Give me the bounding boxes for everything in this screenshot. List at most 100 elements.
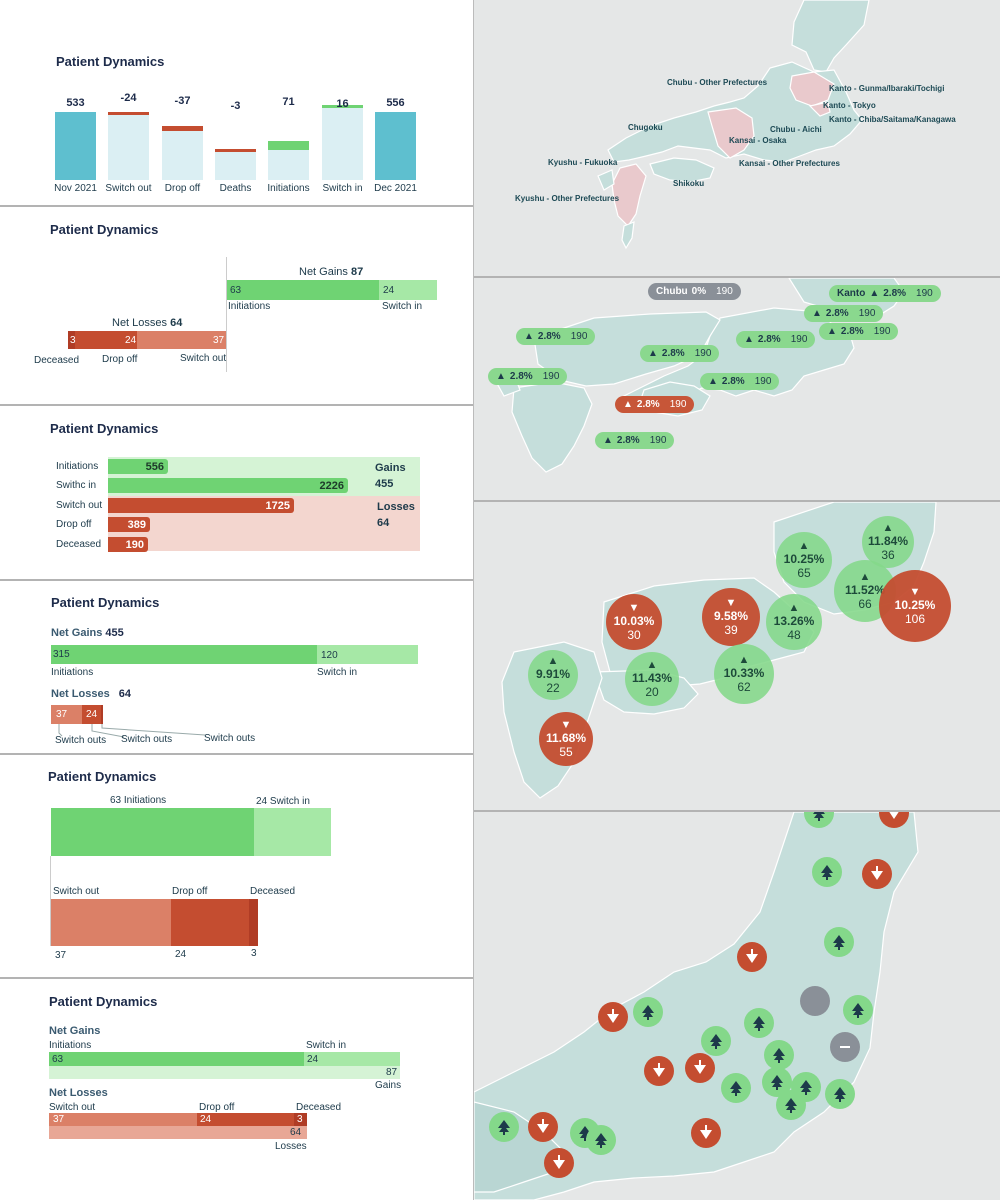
region-bubble: ▲ 11.43% 20 bbox=[625, 652, 679, 706]
data-label: -3 bbox=[230, 100, 241, 112]
data-label: 71 bbox=[282, 96, 295, 108]
pill-percent: 2.8% bbox=[840, 326, 864, 337]
region-label: Kyushu - Other Prefectures bbox=[515, 194, 620, 203]
gains-group-label: Gains bbox=[375, 462, 406, 474]
minus-icon bbox=[806, 992, 824, 1010]
bar-deaths bbox=[215, 148, 256, 152]
value-label: 556 bbox=[145, 461, 164, 473]
region-pill: ▲ 2.8% 190 bbox=[615, 396, 695, 413]
label-drop-off: Drop off bbox=[172, 886, 208, 897]
up-arrow-icon: ▲ bbox=[738, 654, 750, 666]
label-gains-total: Gains bbox=[375, 1080, 402, 1091]
bar-switch-out bbox=[51, 899, 171, 946]
bubble-count: 48 bbox=[787, 628, 801, 642]
bar-switch-out bbox=[49, 1113, 197, 1126]
value-switch-out: 37 bbox=[55, 950, 67, 961]
up-arrow-icon: ▲ bbox=[646, 659, 658, 671]
category-label: Drop off bbox=[56, 519, 92, 530]
region-bubble: ▼ 11.68% 55 bbox=[539, 712, 593, 766]
bar-switch-in bbox=[254, 808, 331, 856]
horizontal-panel: Patient Dynamics Gains 455 Losses 64 Ini… bbox=[0, 406, 473, 581]
category-label: Deaths bbox=[219, 183, 252, 194]
panel-title: Patient Dynamics bbox=[50, 222, 159, 237]
category-label: Nov 2021 bbox=[54, 183, 97, 194]
tree-icon bbox=[753, 1016, 765, 1031]
value-drop-off: 24 bbox=[175, 949, 187, 960]
down-arrow-icon bbox=[746, 949, 758, 963]
neutral-marker bbox=[800, 986, 830, 1016]
up-arrow-icon: ▲ bbox=[869, 288, 880, 299]
down-arrow-icon bbox=[653, 1063, 665, 1077]
bar-deceased bbox=[249, 899, 258, 946]
bar-losses-total bbox=[49, 1126, 307, 1139]
label-deceased: Deceased bbox=[296, 1102, 342, 1113]
pill-percent: 2.8% bbox=[661, 348, 685, 359]
bar-drop-off bbox=[75, 331, 137, 349]
bar-switch-in-base bbox=[322, 107, 363, 180]
value-switch-out: 37 bbox=[213, 335, 225, 346]
label-switch-in: 24 Switch in bbox=[256, 796, 310, 807]
down-arrow-icon bbox=[607, 1009, 619, 1023]
label-switch-in: Switch in bbox=[317, 667, 358, 678]
gains-group-value: 455 bbox=[375, 478, 394, 490]
category-label: Initiations bbox=[56, 461, 99, 472]
pill-percent: 2.8% bbox=[636, 399, 660, 410]
label-drop-off: Drop off bbox=[102, 354, 138, 365]
down-arrow-marker bbox=[544, 1148, 574, 1178]
bar-switch-in bbox=[304, 1052, 400, 1066]
pill-percent: 2.8% bbox=[537, 331, 561, 342]
value-switch-in: 120 bbox=[321, 650, 338, 661]
region-label: Chugoku bbox=[628, 123, 663, 132]
value-label: 190 bbox=[125, 539, 144, 551]
bubble-count: 62 bbox=[737, 680, 751, 694]
pill-name: Chubu bbox=[656, 286, 688, 297]
region-bubble: ▲ 9.91% 22 bbox=[528, 650, 578, 700]
bubble-count: 22 bbox=[546, 681, 560, 695]
label-switch-outs-2: Switch outs bbox=[121, 734, 173, 745]
bar-initiations-base bbox=[268, 150, 309, 180]
tree-icon bbox=[800, 1080, 812, 1095]
bubble-percent: 10.25% bbox=[783, 552, 825, 566]
tree-marker bbox=[824, 927, 854, 957]
value-initiations: 63 bbox=[52, 1054, 64, 1065]
tree-marker bbox=[843, 995, 873, 1025]
stacked-panel: Patient Dynamics Net Gains 455 315 120 I… bbox=[0, 581, 473, 755]
bar-switch-in bbox=[379, 280, 437, 300]
up-arrow-icon: ▲ bbox=[496, 371, 506, 382]
bubble-percent: 10.25% bbox=[894, 598, 936, 612]
data-label: 533 bbox=[66, 97, 85, 109]
bubble-percent: 10.03% bbox=[613, 614, 655, 628]
up-arrow-icon: ▲ bbox=[623, 399, 633, 410]
pill-percent: 2.8% bbox=[883, 288, 907, 299]
tree-icon bbox=[730, 1081, 742, 1096]
tree-icon bbox=[771, 1075, 783, 1090]
region-label: Kanto - Chiba/Saitama/Kanagawa bbox=[829, 115, 956, 124]
value-drop-off: 24 bbox=[200, 1114, 212, 1125]
japan-map bbox=[597, 0, 870, 250]
region-pill: ▲ 2.8% 190 bbox=[516, 328, 596, 345]
label-switch-in: Switch in bbox=[306, 1040, 347, 1051]
losses-group-value: 64 bbox=[377, 517, 390, 529]
down-arrow-icon: ▼ bbox=[725, 597, 737, 609]
bar-gains-total bbox=[49, 1066, 400, 1079]
down-arrow-marker bbox=[528, 1112, 558, 1142]
axis-line bbox=[50, 856, 51, 946]
down-arrow-marker bbox=[644, 1056, 674, 1086]
bubble-percent: 11.52% bbox=[844, 583, 886, 597]
gains-label: Net Gains 87 bbox=[299, 266, 364, 278]
region-pill: ▲ 2.8% 190 bbox=[640, 345, 720, 362]
bar-drop-off bbox=[162, 126, 203, 132]
losses-group-label: Losses bbox=[377, 501, 415, 513]
pill-percent: 2.8% bbox=[721, 376, 745, 387]
label-initiations: Initiations bbox=[49, 1040, 92, 1051]
value-gains-total: 87 bbox=[386, 1067, 398, 1078]
region-pill: ▲ 2.8% 190 bbox=[595, 432, 675, 449]
neutral-marker bbox=[830, 1032, 860, 1062]
category-label: Initiations bbox=[267, 183, 310, 194]
bar-switch-in bbox=[322, 104, 363, 108]
data-label: 16 bbox=[336, 98, 349, 110]
value-initiations: 315 bbox=[53, 649, 70, 660]
region-pill: ▲ 2.8% 190 bbox=[488, 368, 568, 385]
down-arrow-marker bbox=[685, 1053, 715, 1083]
label-switch-out: Switch out bbox=[180, 353, 227, 364]
